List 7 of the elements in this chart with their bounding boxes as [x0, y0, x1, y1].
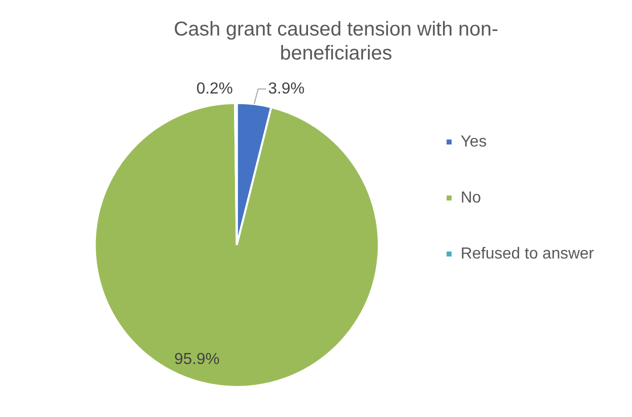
- legend-label: Yes: [460, 133, 487, 150]
- legend-label: No: [460, 189, 482, 206]
- legend-label: Refused to answer: [460, 245, 595, 262]
- chart-title: Cash grant caused tension with non-beneficiaries: [174, 18, 498, 65]
- data-label: 3.9%: [268, 80, 305, 98]
- data-label: 0.2%: [196, 80, 233, 98]
- data-label: 95.9%: [174, 351, 220, 368]
